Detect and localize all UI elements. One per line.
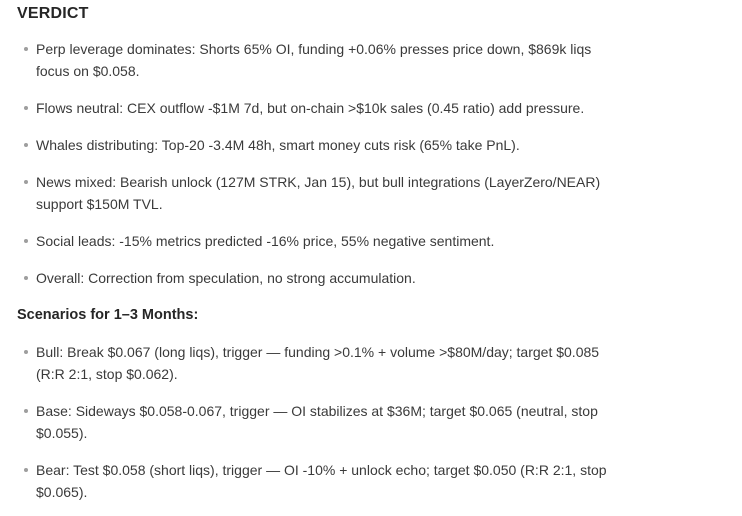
list-item: News mixed: Bearish unlock (127M STRK, J… — [17, 171, 726, 215]
list-item: Bull: Break $0.067 (long liqs), trigger … — [17, 341, 726, 385]
list-item: Overall: Correction from speculation, no… — [17, 267, 726, 289]
bullet-icon — [24, 106, 28, 110]
bullet-icon — [24, 239, 28, 243]
list-item: Base: Sideways $0.058-0.067, trigger — O… — [17, 400, 726, 444]
verdict-document: VERDICT Perp leverage dominates: Shorts … — [17, 5, 726, 503]
bullet-icon — [24, 468, 28, 472]
list-item-text: Base: Sideways $0.058-0.067, trigger — O… — [36, 403, 598, 441]
list-item-text: Overall: Correction from speculation, no… — [36, 270, 416, 286]
list-item-text: Bull: Break $0.067 (long liqs), trigger … — [36, 344, 600, 382]
list-item-text: Social leads: -15% metrics predicted -16… — [36, 233, 495, 249]
list-item-text: News mixed: Bearish unlock (127M STRK, J… — [36, 174, 601, 212]
bullet-icon — [24, 409, 28, 413]
list-item-text: Perp leverage dominates: Shorts 65% OI, … — [36, 41, 592, 79]
list-item: Bear: Test $0.058 (short liqs), trigger … — [17, 459, 726, 503]
verdict-list: Perp leverage dominates: Shorts 65% OI, … — [17, 38, 726, 289]
list-item-text: Flows neutral: CEX outflow -$1M 7d, but … — [36, 100, 585, 116]
list-item: Social leads: -15% metrics predicted -16… — [17, 230, 726, 252]
list-item: Perp leverage dominates: Shorts 65% OI, … — [17, 38, 726, 82]
scenarios-list: Bull: Break $0.067 (long liqs), trigger … — [17, 341, 726, 503]
bullet-icon — [24, 350, 28, 354]
list-item: Flows neutral: CEX outflow -$1M 7d, but … — [17, 97, 726, 119]
list-item-text: Bear: Test $0.058 (short liqs), trigger … — [36, 462, 607, 500]
verdict-title: VERDICT — [17, 5, 89, 22]
scenarios-heading: Scenarios for 1–3 Months: — [17, 307, 199, 323]
list-item: Whales distributing: Top-20 -3.4M 48h, s… — [17, 134, 726, 156]
bullet-icon — [24, 276, 28, 280]
bullet-icon — [24, 143, 28, 147]
bullet-icon — [24, 180, 28, 184]
list-item-text: Whales distributing: Top-20 -3.4M 48h, s… — [36, 137, 520, 153]
bullet-icon — [24, 47, 28, 51]
